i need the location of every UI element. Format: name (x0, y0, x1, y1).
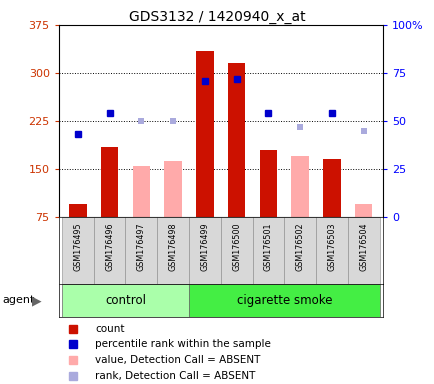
Text: GSM176496: GSM176496 (105, 222, 114, 271)
Bar (220, 217, 252, 284)
Text: GSM176502: GSM176502 (295, 222, 304, 271)
Bar (69, 204, 86, 217)
Bar (196, 51, 213, 217)
Bar (62, 217, 93, 284)
Text: GSM176498: GSM176498 (168, 222, 177, 271)
Text: GSM176501: GSM176501 (263, 222, 272, 271)
Text: rank, Detection Call = ABSENT: rank, Detection Call = ABSENT (95, 371, 255, 381)
Text: GDS3132 / 1420940_x_at: GDS3132 / 1420940_x_at (129, 10, 305, 23)
Text: GSM176504: GSM176504 (358, 222, 368, 271)
Bar (188, 217, 220, 284)
Bar (164, 161, 181, 217)
Text: GSM176500: GSM176500 (232, 222, 240, 271)
Text: agent: agent (2, 295, 34, 306)
Text: GSM176497: GSM176497 (137, 222, 145, 271)
Bar (188, 284, 379, 317)
Text: control: control (105, 294, 146, 307)
Text: cigarette smoke: cigarette smoke (236, 294, 331, 307)
Bar (62, 284, 188, 317)
Text: GSM176495: GSM176495 (73, 222, 82, 271)
Bar (101, 147, 118, 217)
Bar (93, 217, 125, 284)
Bar (322, 159, 340, 217)
Text: ▶: ▶ (32, 294, 41, 307)
Bar (291, 156, 308, 217)
Bar (252, 217, 284, 284)
Text: percentile rank within the sample: percentile rank within the sample (95, 339, 271, 349)
Bar (132, 166, 150, 217)
Bar (284, 217, 316, 284)
Text: GSM176499: GSM176499 (200, 222, 209, 271)
Bar (347, 217, 379, 284)
Text: count: count (95, 324, 125, 334)
Bar (316, 217, 347, 284)
Text: value, Detection Call = ABSENT: value, Detection Call = ABSENT (95, 355, 260, 365)
Bar (157, 217, 188, 284)
Bar (125, 217, 157, 284)
Bar (227, 63, 245, 217)
Text: GSM176503: GSM176503 (327, 222, 335, 271)
Bar (259, 150, 276, 217)
Bar (354, 204, 372, 217)
